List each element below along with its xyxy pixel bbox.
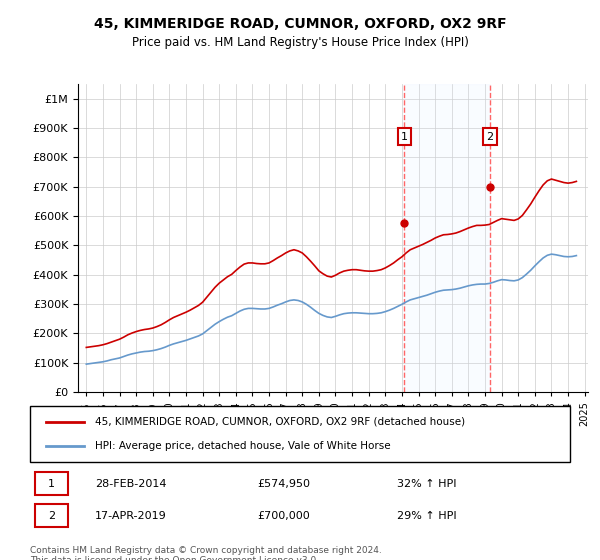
FancyBboxPatch shape: [30, 406, 570, 462]
Text: 2: 2: [487, 132, 494, 142]
Text: £574,950: £574,950: [257, 479, 310, 489]
Text: HPI: Average price, detached house, Vale of White Horse: HPI: Average price, detached house, Vale…: [95, 441, 391, 451]
Text: 1: 1: [48, 479, 55, 489]
FancyBboxPatch shape: [35, 505, 68, 528]
Text: 29% ↑ HPI: 29% ↑ HPI: [397, 511, 457, 521]
Text: £700,000: £700,000: [257, 511, 310, 521]
Text: 2: 2: [48, 511, 55, 521]
Bar: [404, 84, 490, 392]
FancyBboxPatch shape: [35, 472, 68, 495]
Text: 1: 1: [401, 132, 408, 142]
Text: 45, KIMMERIDGE ROAD, CUMNOR, OXFORD, OX2 9RF: 45, KIMMERIDGE ROAD, CUMNOR, OXFORD, OX2…: [94, 17, 506, 31]
Text: 17-APR-2019: 17-APR-2019: [95, 511, 167, 521]
Text: 45, KIMMERIDGE ROAD, CUMNOR, OXFORD, OX2 9RF (detached house): 45, KIMMERIDGE ROAD, CUMNOR, OXFORD, OX2…: [95, 417, 465, 427]
Text: Price paid vs. HM Land Registry's House Price Index (HPI): Price paid vs. HM Land Registry's House …: [131, 36, 469, 49]
Text: Contains HM Land Registry data © Crown copyright and database right 2024.
This d: Contains HM Land Registry data © Crown c…: [30, 546, 382, 560]
Text: 32% ↑ HPI: 32% ↑ HPI: [397, 479, 457, 489]
Text: 28-FEB-2014: 28-FEB-2014: [95, 479, 166, 489]
